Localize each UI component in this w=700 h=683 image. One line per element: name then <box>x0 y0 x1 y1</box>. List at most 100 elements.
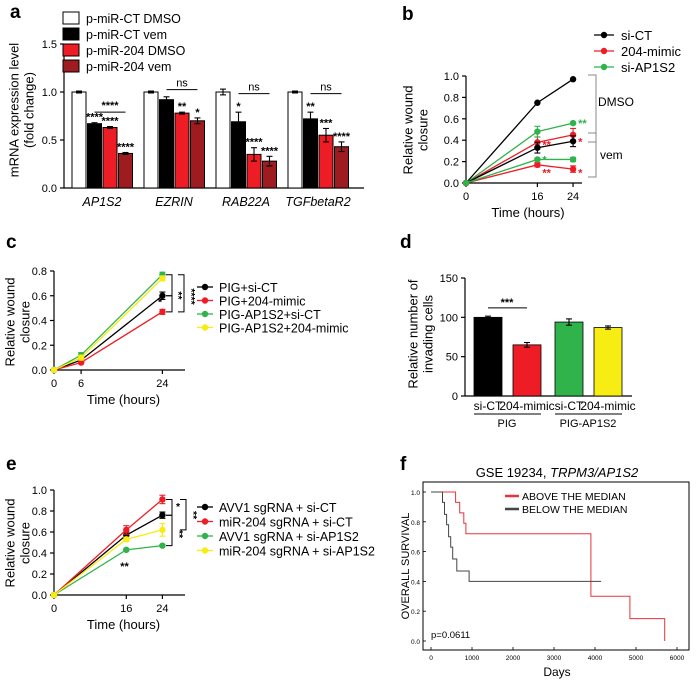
d-bar <box>512 344 542 397</box>
c-legend-label: PIG-AP1S2+si-CT <box>219 308 321 322</box>
a-significance-label: **** <box>261 145 279 157</box>
d-significance-label: *** <box>501 297 515 309</box>
c-x-tick-label: 24 <box>156 378 168 390</box>
a-legend-swatch <box>62 43 80 57</box>
b-y-axis-label: Relative woundclosure <box>401 86 431 175</box>
b-legend-label: si-CT <box>621 28 652 43</box>
panel-f-chart: GSE 19234, TRPM3/AP1S2 0.0 0.2 0.4 0.6 0.8 1.0… <box>400 465 690 679</box>
a-significance-label: **** <box>245 137 263 149</box>
a-significance-label: **** <box>86 112 104 124</box>
c-legend-point <box>201 297 209 304</box>
e-point <box>123 536 130 543</box>
c-bracket <box>166 274 173 297</box>
a-legend-swatch <box>62 27 80 41</box>
c-legend-point <box>201 324 209 331</box>
b-x-tick-label: 24 <box>567 191 579 203</box>
f-title-genes: TRPM3/AP1S2 <box>550 465 639 480</box>
a-bar <box>102 127 118 189</box>
b-legend-label: 204-mimic <box>621 44 681 59</box>
d-category-label: 204-mimic <box>499 399 554 413</box>
a-y-axis-label-line: mRNA expression level <box>7 43 22 177</box>
f-y-tick-label: 1.0 <box>411 490 420 497</box>
c-significance-label: * <box>158 297 163 309</box>
e-legend-label: miR-204 sgRNA + si-CT <box>219 516 353 530</box>
b-significance-label: * <box>578 167 583 179</box>
c-point <box>159 292 166 299</box>
f-legend-label: ABOVE THE MEDIAN <box>522 491 626 503</box>
b-y-tick-label: 0.4 <box>444 135 459 147</box>
b-point <box>569 138 577 145</box>
a-bar <box>334 146 349 189</box>
d-bar <box>473 316 503 397</box>
e-legend-label: AVV1 sgRNA + si-CT <box>219 501 337 515</box>
a-y-axis-label: mRNA expression level(fold change) <box>7 43 37 177</box>
c-significance-label: **** <box>185 288 197 305</box>
c-legend-label: PIG+204-mimic <box>219 295 305 309</box>
b-y-axis-label-line: closure <box>416 109 431 151</box>
a-bar <box>287 91 303 189</box>
b-point <box>534 156 541 163</box>
b-point <box>462 179 470 187</box>
f-x-tick-label: 1000 <box>465 655 480 662</box>
panel-label-c: c <box>6 232 17 253</box>
b-point <box>569 76 577 83</box>
a-y-tick-label: 0.5 <box>42 135 57 147</box>
a-significance-label: ** <box>178 101 187 113</box>
c-legend-label: PIG-AP1S2+204-mimic <box>219 322 349 336</box>
d-group-label: PIG <box>498 418 517 430</box>
panel-c-chart: 0.0 0.2 0.4 0.6 0.8 0 6 24 Time (hours) Relative … <box>3 266 349 407</box>
b-legend-point <box>600 63 608 71</box>
c-point <box>50 366 58 374</box>
a-bracket-label: ns <box>248 82 260 94</box>
d-y-axis-label-line: Relative number of <box>406 279 421 388</box>
d-bar <box>554 321 584 397</box>
b-y-tick-label: 0.0 <box>444 178 459 190</box>
b-group-label: vem <box>600 148 623 162</box>
e-y-tick-label: 1.0 <box>32 485 47 497</box>
panel-label-f: f <box>400 454 407 475</box>
d-y-axis-label-line: invading cells <box>421 294 436 373</box>
e-legend-point <box>201 547 209 554</box>
e-y-axis-label: Relative woundclosure <box>3 499 33 588</box>
b-legend-point <box>600 47 608 55</box>
a-legend-label: p-miR-204 DMSO <box>86 44 186 58</box>
a-significance-label: * <box>195 107 200 119</box>
a-y-tick-label: 1.0 <box>42 87 57 99</box>
f-y-tick-label: 0.8 <box>411 520 420 527</box>
c-y-axis-label-line: Relative wound <box>3 278 18 367</box>
a-significance-label: * <box>236 101 241 113</box>
a-bar <box>143 91 159 189</box>
a-significance-label: ** <box>306 101 315 113</box>
c-series-line <box>53 295 163 371</box>
c-point <box>159 275 166 282</box>
d-y-tick-label: 150 <box>440 273 458 285</box>
f-y-tick-label: 0.6 <box>411 550 420 557</box>
b-x-tick-label: 16 <box>531 191 543 203</box>
b-significance-label: * <box>578 136 583 148</box>
a-legend-label: p-miR-204 vem <box>86 60 171 74</box>
e-legend-label: AVV1 sgRNA + si-AP1S2 <box>219 530 359 544</box>
a-legend-swatch <box>62 59 80 73</box>
panel-a-chart: 0.0 0.5 1.0 1.5 mRNA expression level(fold c… <box>7 11 364 209</box>
c-y-tick-label: 0.2 <box>32 340 47 352</box>
b-significance-label: * <box>542 154 547 166</box>
a-legend-label: p-miR-CT vem <box>86 28 167 42</box>
e-y-tick-label: 0.6 <box>32 527 47 539</box>
b-y-tick-label: 0.8 <box>444 92 459 104</box>
d-bar <box>593 327 623 397</box>
c-y-tick-label: 0.4 <box>32 316 47 328</box>
f-y-axis-label: OVERALL SURVIVAL <box>400 513 412 620</box>
c-legend-point <box>201 283 209 291</box>
a-bar <box>215 91 231 189</box>
f-x-tick-label: 0 <box>429 655 433 662</box>
b-group-brace <box>588 74 597 143</box>
f-x-axis-label: Days <box>543 665 570 679</box>
c-x-tick-label: 6 <box>78 378 84 390</box>
e-y-tick-label: 0.0 <box>32 590 47 602</box>
f-pvalue: p=0.0611 <box>431 630 470 641</box>
a-bar <box>118 152 133 189</box>
c-bracket <box>166 295 173 313</box>
a-category-label: AP1S2 <box>82 195 122 209</box>
a-y-axis-label-line: (fold change) <box>22 72 37 148</box>
